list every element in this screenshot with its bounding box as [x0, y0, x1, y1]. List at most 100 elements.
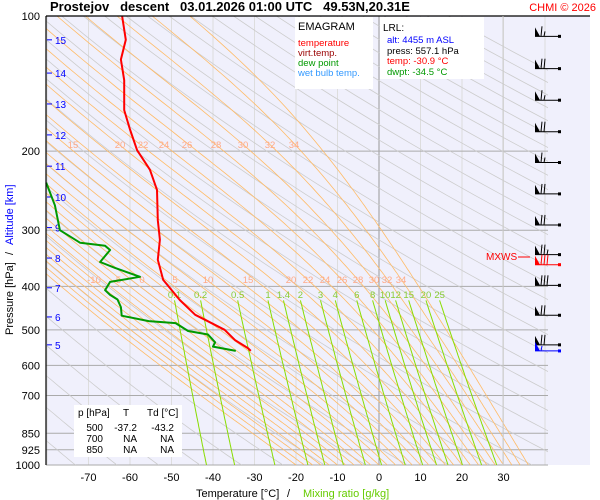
table-header-t: T	[123, 408, 129, 419]
mixing-ratio-label: 15	[403, 290, 414, 301]
x-axis-title-2: Mixing ratio [g/kg]	[303, 488, 389, 500]
dry-adiabat	[147, 16, 548, 267]
chart-title: Prostejov descent 03.01.2026 01:00 UTC 4…	[50, 0, 410, 14]
mixing-ratio-label: 0.2	[194, 290, 207, 301]
y-axis-title-2: Altitude [km]	[4, 184, 16, 245]
moist-adiabat	[46, 260, 313, 465]
lrl-box	[380, 17, 484, 79]
mixing-ratio-line	[372, 300, 424, 465]
dry-adiabat	[61, 16, 548, 336]
dry-adiabat	[46, 58, 548, 392]
altitude-tick-label: 13	[55, 100, 67, 111]
wind-barb-station-dot	[558, 283, 561, 287]
mixing-ratio-line	[237, 300, 276, 465]
wind-barb-flag	[540, 183, 543, 194]
y-tick-label: 500	[22, 325, 40, 337]
temperature-profile	[119, 15, 252, 352]
wind-barb-half-flag	[546, 249, 549, 255]
wind-barb-station-dot	[558, 67, 561, 71]
y-tick-label: 700	[22, 390, 40, 402]
altitude-tick-label: 8	[55, 254, 61, 265]
lrl-alt: alt: 4455 m ASL	[387, 35, 454, 46]
wind-barb-pennant	[535, 122, 540, 132]
legend-wet-bulb: wet bulb temp.	[297, 68, 360, 79]
mxws-label: MXWS	[486, 252, 517, 263]
x-tick-label: -40	[205, 472, 221, 484]
moist-adiabat	[151, 16, 521, 465]
wind-barb-pennant	[535, 184, 540, 194]
theta-w-label: 26	[337, 275, 348, 286]
table-header-p: p [hPa]	[78, 408, 110, 419]
wind-barb-pennant	[535, 59, 540, 69]
theta-w-label: -10	[87, 275, 101, 286]
wind-barb-flag	[540, 275, 543, 286]
mixing-ratio-line	[439, 300, 498, 465]
dry-adiabat	[233, 16, 548, 205]
wind-barb-flag	[540, 244, 543, 255]
theta-w-label: 34	[396, 275, 407, 286]
wind-barb-half-flag	[540, 345, 543, 352]
wind-barb-flag	[540, 58, 543, 69]
dry-adiabat	[46, 315, 242, 465]
theta-w-label: 24	[159, 140, 170, 151]
moist-adiabat	[46, 273, 297, 465]
mixing-ratio-line	[408, 300, 463, 465]
moist-adiabat	[46, 225, 355, 465]
wind-barb-station-dot	[558, 34, 561, 38]
wind-barb-flag	[540, 214, 543, 226]
altitude-tick-label: 5	[55, 341, 61, 352]
mixing-ratio-label: 4	[333, 290, 338, 301]
moist-adiabat	[46, 239, 338, 465]
wind-barb-flag	[546, 254, 549, 265]
x-tick-label: -10	[330, 472, 346, 484]
wind-barb-pennant	[535, 341, 540, 351]
moist-adiabat	[116, 16, 513, 465]
wind-barb-flag	[546, 275, 549, 286]
altitude-tick-label: 14	[55, 69, 67, 80]
mixing-ratio-label: 1.4	[277, 290, 290, 301]
wind-barb-flag	[540, 121, 543, 132]
dew-point-profile	[45, 182, 236, 352]
dry-adiabat	[168, 16, 548, 251]
wind-barb-pennant	[535, 276, 540, 286]
moist-adiabat	[46, 253, 322, 465]
mixing-ratio-label: 1	[265, 290, 270, 301]
wind-barb-pennant	[535, 27, 540, 37]
table-header-td: Td [°C]	[147, 408, 178, 419]
y-axis-title: Pressure [hPa]	[4, 262, 16, 335]
mixing-ratio-label: 8	[370, 290, 375, 301]
mixing-ratio-label: 25	[434, 290, 445, 301]
wind-barb-pennant	[535, 91, 540, 101]
dry-adiabat	[190, 16, 548, 236]
y-tick-label: 1000	[16, 460, 40, 472]
moist-adiabat	[46, 48, 479, 465]
wind-barb-flag	[540, 26, 543, 37]
wind-barb-flag	[543, 254, 546, 265]
table-cell: 500	[86, 423, 103, 434]
dry-adiabat	[46, 20, 548, 354]
mixing-ratio-label: 12	[390, 290, 401, 301]
mixing-ratio-line	[267, 300, 309, 465]
y-tick-label: 100	[22, 11, 40, 23]
altitude-tick-label: 10	[55, 193, 67, 204]
wind-barb-station-dot	[558, 98, 561, 102]
table-cell: NA	[160, 445, 174, 456]
theta-w-label: 32	[382, 275, 393, 286]
moist-adiabat	[46, 162, 413, 465]
y-tick-label: 400	[22, 281, 40, 293]
dry-adiabat	[211, 16, 548, 220]
legend-temperature: temperature	[298, 38, 349, 49]
wind-barb-station-dot	[558, 161, 561, 165]
y-tick-label: 925	[22, 445, 40, 457]
wind-barb-half-flag	[543, 95, 546, 101]
dry-adiabat	[46, 119, 548, 453]
wind-barb-flag	[543, 121, 546, 132]
wind-barb-flag	[540, 305, 543, 316]
wind-barb-pennant	[535, 255, 540, 265]
mixing-ratio-line	[356, 300, 406, 465]
altitude-tick-label: 12	[55, 131, 67, 142]
theta-w-label: 20	[115, 140, 126, 151]
wind-barb-flag	[540, 334, 543, 345]
wind-barb-pennant	[535, 153, 540, 163]
